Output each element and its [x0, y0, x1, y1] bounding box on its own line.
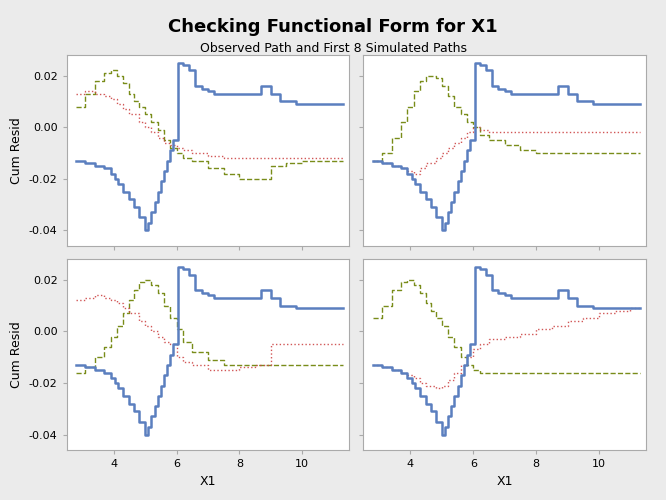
Y-axis label: Cum Resid: Cum Resid — [10, 117, 23, 184]
X-axis label: X1: X1 — [496, 474, 513, 488]
Y-axis label: Cum Resid: Cum Resid — [10, 321, 23, 388]
Text: Observed Path and First 8 Simulated Paths: Observed Path and First 8 Simulated Path… — [200, 42, 466, 56]
Text: Checking Functional Form for X1: Checking Functional Form for X1 — [168, 18, 498, 36]
X-axis label: X1: X1 — [200, 474, 216, 488]
